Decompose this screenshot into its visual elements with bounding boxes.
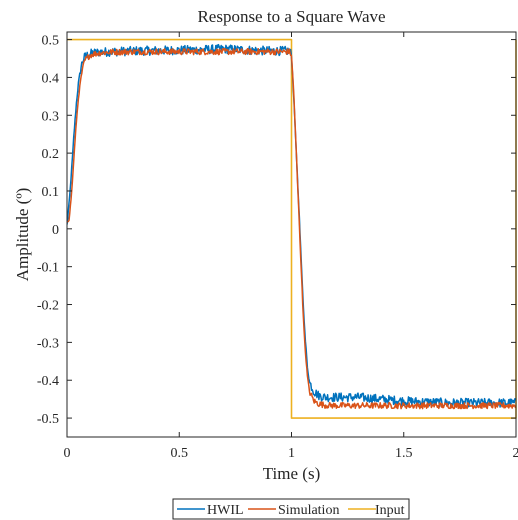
x-axis-label: Time (s) <box>263 464 320 483</box>
y-tick-label: 0.4 <box>42 71 60 86</box>
legend-label-input: Input <box>375 503 405 518</box>
y-axis-label: Amplitude (º) <box>13 188 32 282</box>
y-tick-label: -0.4 <box>37 374 59 389</box>
y-tick-label: -0.2 <box>37 299 59 314</box>
y-tick-label: 0.3 <box>42 109 60 124</box>
x-tick-label: 0 <box>64 446 71 461</box>
y-tick-label: 0.1 <box>42 185 60 200</box>
legend-box <box>172 498 410 520</box>
y-tick-label: -0.5 <box>37 412 59 427</box>
y-tick-label: 0 <box>52 223 59 238</box>
legend: HWIL Simulation Input <box>172 498 410 520</box>
series-line-simulation <box>67 47 517 410</box>
legend-label-simulation: Simulation <box>278 503 339 518</box>
x-tick-label: 1 <box>288 446 295 461</box>
y-tick-label: 0.2 <box>42 147 60 162</box>
y-tick-label: 0.5 <box>42 34 60 49</box>
y-tick-label: -0.1 <box>37 261 59 276</box>
legend-label-hwil: HWIL <box>207 503 244 518</box>
x-tick-label: 0.5 <box>171 446 189 461</box>
x-tick-label: 1.5 <box>395 446 413 461</box>
chart-title: Response to a Square Wave <box>197 7 385 26</box>
y-tick-label: -0.3 <box>37 336 59 351</box>
ticks-layer: 0 0.5 1 1.5 2 0.5 0.4 0.3 0.2 0.1 0 -0.1 -0.2 -0.3 -0.… <box>37 32 518 461</box>
x-tick-label: 2 <box>513 446 518 461</box>
